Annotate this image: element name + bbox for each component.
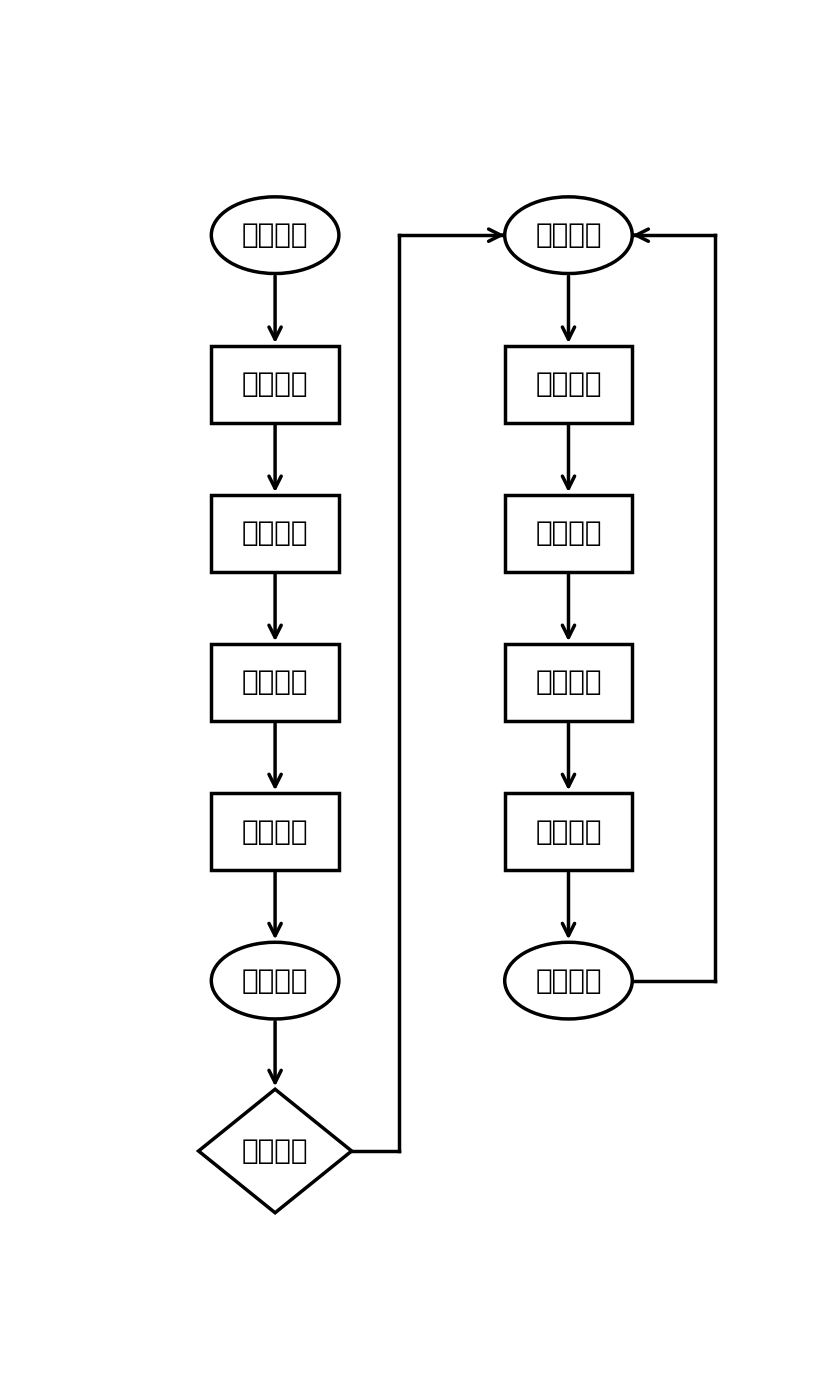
Text: 定点起步: 定点起步	[535, 371, 602, 398]
FancyBboxPatch shape	[504, 794, 632, 870]
FancyBboxPatch shape	[212, 346, 339, 423]
Text: 算法选择: 算法选择	[242, 817, 309, 845]
FancyBboxPatch shape	[504, 644, 632, 721]
Ellipse shape	[212, 196, 339, 274]
Text: 巡检结束: 巡检结束	[535, 967, 602, 994]
Text: 空间感知: 空间感知	[242, 371, 309, 398]
Ellipse shape	[504, 942, 632, 1019]
Text: 仪表识别: 仪表识别	[535, 817, 602, 845]
FancyBboxPatch shape	[504, 346, 632, 423]
Text: 建模开始: 建模开始	[242, 221, 309, 249]
Text: 建模结束: 建模结束	[242, 967, 309, 994]
Text: 仪表定位: 仪表定位	[535, 668, 602, 697]
FancyBboxPatch shape	[212, 495, 339, 571]
Ellipse shape	[504, 196, 632, 274]
Polygon shape	[198, 1090, 351, 1213]
Text: 巡检拍照: 巡检拍照	[535, 520, 602, 548]
FancyBboxPatch shape	[212, 644, 339, 721]
Text: 路线规划: 路线规划	[242, 520, 309, 548]
FancyBboxPatch shape	[504, 495, 632, 571]
Text: 标定结果: 标定结果	[242, 1137, 309, 1164]
Text: 场景标定: 场景标定	[242, 668, 309, 697]
FancyBboxPatch shape	[212, 794, 339, 870]
Text: 巡检开始: 巡检开始	[535, 221, 602, 249]
Ellipse shape	[212, 942, 339, 1019]
